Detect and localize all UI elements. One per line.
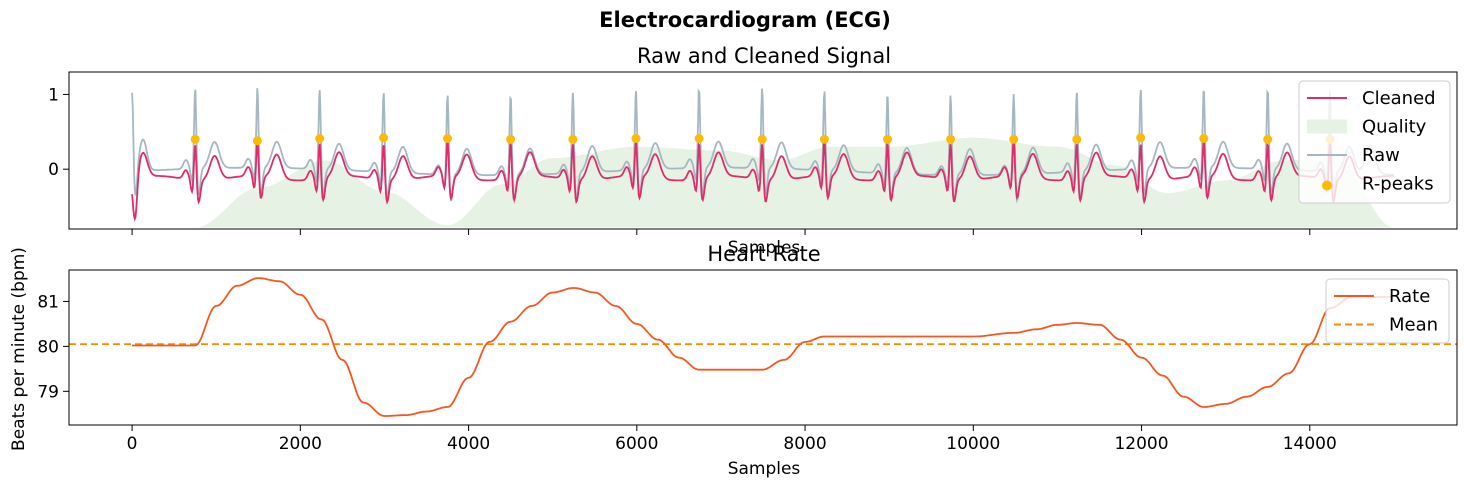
signal-axes-xlabel: Samples bbox=[728, 238, 801, 258]
rpeak-point bbox=[631, 134, 641, 143]
x-tick-label: 2000 bbox=[279, 434, 322, 454]
rpeak-point bbox=[443, 134, 452, 143]
heart-rate-axes: Heart Rate 81 80 79 0 2000 4000 6000 8000 10000 1… bbox=[9, 242, 1458, 479]
rpeak-point bbox=[506, 134, 516, 144]
rpeak-point bbox=[252, 136, 262, 146]
signal-axes: Raw and Cleaned Signal 10 Samples Cleane… bbox=[48, 44, 1458, 258]
y-tick-label: 80 bbox=[37, 337, 59, 357]
figure-title: Electrocardiogram (ECG) bbox=[599, 8, 891, 32]
quality-area-fill bbox=[195, 137, 1394, 228]
quality-area bbox=[195, 137, 1394, 228]
y-tick-label: 0 bbox=[48, 160, 59, 180]
heart-rate-axes-xlabel: Samples bbox=[728, 459, 801, 479]
legend-label: Mean bbox=[1389, 315, 1438, 336]
signal-legend: Cleaned Quality Raw R-peaks bbox=[1298, 80, 1451, 204]
rpeak-point bbox=[1263, 134, 1273, 144]
raw-series bbox=[131, 88, 1394, 205]
cleaned-series bbox=[131, 138, 1394, 222]
rate-series bbox=[132, 277, 1394, 417]
rpeak-point bbox=[946, 134, 956, 144]
signal-axes-ticks: 10 bbox=[48, 85, 1311, 235]
x-tick-label: 4000 bbox=[447, 434, 490, 454]
legend-label: R-peaks bbox=[1362, 174, 1434, 195]
heart-rate-axes-frame bbox=[68, 269, 1458, 426]
legend-label: Raw bbox=[1362, 145, 1400, 166]
rpeak-point bbox=[1072, 134, 1082, 144]
y-tick-label: 79 bbox=[37, 382, 59, 402]
heart-rate-axes-ticks: 81 80 79 0 2000 4000 6000 8000 10000 12000 14000 bbox=[37, 292, 1336, 454]
rpeak-point bbox=[568, 134, 578, 144]
legend-label: Cleaned bbox=[1362, 88, 1436, 109]
legend-swatch bbox=[1322, 180, 1332, 191]
rate-line bbox=[132, 277, 1394, 417]
raw-line bbox=[131, 88, 1394, 205]
x-tick-label: 6000 bbox=[615, 434, 658, 454]
rpeak-point bbox=[1199, 134, 1209, 143]
rpeaks-series bbox=[190, 133, 1335, 146]
rpeak-point bbox=[1009, 134, 1019, 144]
heart-rate-legend: Rate Mean bbox=[1325, 278, 1450, 344]
y-tick-label: 81 bbox=[37, 292, 59, 312]
rpeak-point bbox=[190, 134, 200, 144]
x-tick-label: 12000 bbox=[1114, 434, 1168, 454]
legend-label: Rate bbox=[1389, 286, 1430, 307]
x-tick-label: 14000 bbox=[1283, 434, 1337, 454]
signal-axes-title: Raw and Cleaned Signal bbox=[637, 44, 891, 68]
heart-rate-axes-title: Heart Rate bbox=[707, 242, 820, 266]
y-tick-label: 1 bbox=[48, 85, 59, 105]
x-tick-label: 10000 bbox=[946, 434, 1000, 454]
legend-swatch bbox=[1307, 119, 1347, 134]
x-tick-label: 8000 bbox=[783, 434, 826, 454]
rpeak-point bbox=[883, 134, 892, 144]
legend-label: Quality bbox=[1362, 117, 1427, 138]
rpeak-point bbox=[694, 134, 704, 143]
legend-box bbox=[1298, 80, 1451, 204]
rpeak-point bbox=[757, 134, 767, 144]
rpeak-point bbox=[1136, 133, 1146, 143]
rpeak-point bbox=[819, 134, 829, 144]
cleaned-line bbox=[131, 138, 1394, 222]
rpeak-point bbox=[315, 134, 325, 143]
rpeak-point bbox=[379, 133, 389, 143]
x-tick-label: 0 bbox=[127, 434, 138, 454]
heart-rate-axes-ylabel: Beats per minute (bpm) bbox=[9, 247, 29, 451]
signal-axes-frame bbox=[68, 71, 1458, 230]
